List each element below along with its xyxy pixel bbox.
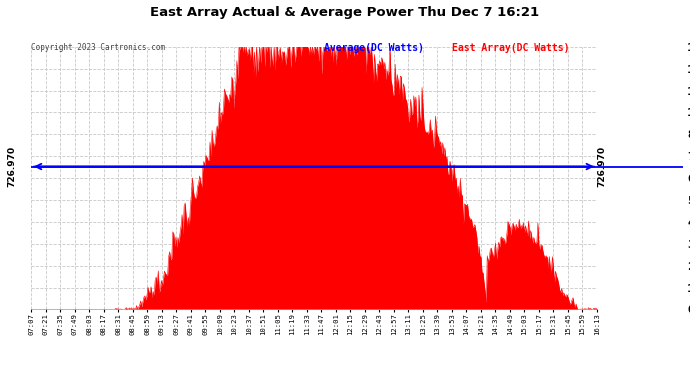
Text: 726.970: 726.970 xyxy=(7,146,17,187)
Text: Copyright 2023 Cartronics.com: Copyright 2023 Cartronics.com xyxy=(31,43,165,52)
Text: Average(DC Watts): Average(DC Watts) xyxy=(324,43,424,53)
Text: East Array Actual & Average Power Thu Dec 7 16:21: East Array Actual & Average Power Thu De… xyxy=(150,6,540,19)
Text: 726.970: 726.970 xyxy=(598,146,607,187)
Text: East Array(DC Watts): East Array(DC Watts) xyxy=(452,43,569,53)
